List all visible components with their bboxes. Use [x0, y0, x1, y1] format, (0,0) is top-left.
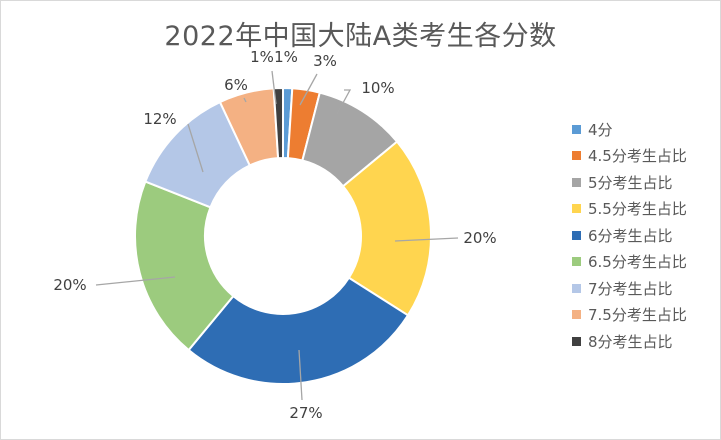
legend-swatch	[572, 177, 581, 187]
data-label-6: 20%	[53, 276, 86, 294]
legend-item-9: 8分考生占比	[572, 328, 717, 355]
legend-swatch	[572, 283, 581, 293]
data-label-8: 6%	[224, 76, 248, 94]
slice-4	[341, 140, 432, 317]
leader-line-8	[243, 97, 247, 103]
legend-item-8: 7.5分考生占比	[572, 302, 717, 329]
legend-label: 6.5分考生占比	[588, 253, 687, 272]
legend-swatch	[572, 310, 581, 320]
leader-line-5	[298, 349, 303, 401]
legend-item-6: 6.5分考生占比	[572, 249, 717, 276]
legend-label: 7分考生占比	[588, 279, 673, 298]
legend-swatch	[572, 230, 581, 240]
legend-item-7: 7分考生占比	[572, 275, 717, 302]
leader-line-3	[336, 89, 352, 115]
chart-title: 2022年中国大陆A类考生各分数	[164, 21, 557, 52]
data-label-7: 12%	[143, 110, 176, 128]
legend-item-5: 6分考生占比	[572, 222, 717, 249]
leader-line-4	[394, 237, 459, 242]
legend-item-3: 5分考生占比	[572, 169, 717, 196]
legend-label: 6分考生占比	[588, 226, 673, 245]
slice-6	[134, 180, 235, 352]
legend-label: 5.5分考生占比	[588, 200, 687, 219]
legend-label: 7.5分考生占比	[588, 306, 687, 325]
legend-item-2: 4.5分考生占比	[572, 143, 717, 170]
leader-line-9	[271, 70, 277, 105]
data-label-2: 3%	[313, 52, 337, 70]
leader-line-2	[299, 73, 318, 106]
leader-line-7	[187, 123, 204, 173]
data-label-9: 1%	[250, 48, 274, 66]
legend-swatch	[572, 151, 581, 161]
legend-swatch	[572, 336, 581, 346]
data-label-4: 20%	[463, 229, 496, 247]
legend-label: 5分考生占比	[588, 173, 673, 192]
slice-5	[187, 276, 410, 385]
legend-label: 4.5分考生占比	[588, 147, 687, 166]
slice-9	[272, 86, 284, 160]
legend-item-1: 4分	[572, 116, 717, 143]
legend-label: 8分考生占比	[588, 332, 673, 351]
legend-swatch	[572, 257, 581, 267]
legend: 4分 4.5分考生占比 5分考生占比 5.5分考生占比 6分考生占比 6.5分考生占比 7分…	[572, 116, 717, 355]
legend-swatch	[572, 204, 581, 214]
legend-swatch	[572, 124, 581, 134]
data-label-3: 10%	[361, 79, 394, 97]
legend-label: 4分	[588, 120, 613, 139]
leader-line-6	[95, 276, 176, 286]
legend-item-4: 5.5分考生占比	[572, 196, 717, 223]
data-label-1: 1%	[274, 48, 298, 66]
data-label-5: 27%	[289, 404, 322, 422]
